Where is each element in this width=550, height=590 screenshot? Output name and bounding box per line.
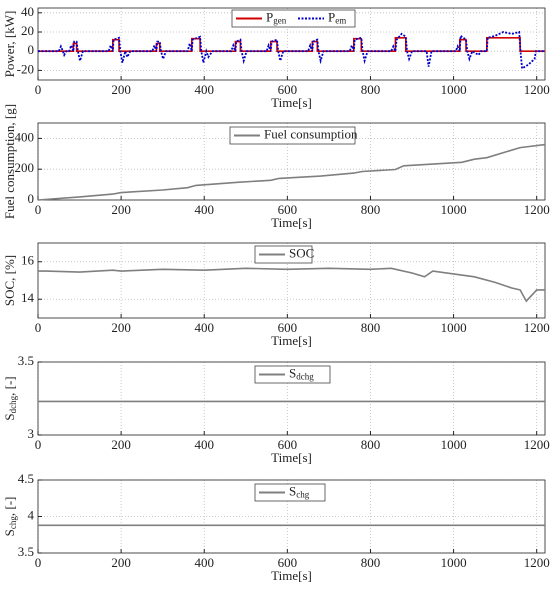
x-tick-label: 1000 bbox=[441, 437, 467, 452]
x-tick-label: 0 bbox=[35, 555, 42, 570]
legend-sub: em bbox=[335, 16, 346, 26]
legend-label: Fuel consumption bbox=[264, 126, 358, 141]
y-label-text: Fuel consumption, [g] bbox=[2, 104, 17, 219]
x-tick-label: 400 bbox=[194, 320, 214, 335]
x-tick-label: 1200 bbox=[524, 555, 550, 570]
x-tick-label: 600 bbox=[278, 202, 298, 217]
legend-text: S bbox=[289, 365, 296, 380]
y-tick-label: 3 bbox=[28, 426, 35, 441]
legend-label: Pgen bbox=[266, 9, 287, 25]
y-tick-label: 4 bbox=[28, 507, 35, 522]
plot-frame bbox=[37, 479, 546, 554]
x-axis-label: Time[s] bbox=[271, 568, 312, 583]
plot-frame bbox=[37, 122, 546, 201]
x-tick-label: 200 bbox=[111, 320, 131, 335]
x-tick-label: 200 bbox=[111, 555, 131, 570]
series-line bbox=[38, 267, 545, 303]
x-axis-label: Time[s] bbox=[271, 95, 312, 110]
y-tick-label: 20 bbox=[21, 23, 34, 38]
x-tick-label: 1000 bbox=[441, 320, 467, 335]
legend-box bbox=[231, 9, 356, 28]
x-tick-label: 600 bbox=[278, 82, 298, 97]
x-tick-label: 0 bbox=[35, 202, 42, 217]
legend-text: SOC bbox=[289, 245, 314, 260]
y-tick-label: 4.5 bbox=[18, 471, 34, 486]
legend-box bbox=[229, 126, 356, 145]
legend-text: P bbox=[328, 9, 335, 24]
y-tick-label: 3.5 bbox=[18, 353, 34, 368]
x-axis-label: Time[s] bbox=[271, 450, 312, 465]
x-tick-label: 1000 bbox=[441, 202, 467, 217]
y-axis-label: Fuel consumption, [g] bbox=[2, 104, 17, 219]
x-tick-label: 800 bbox=[361, 437, 381, 452]
x-tick-label: 1200 bbox=[524, 437, 550, 452]
y-tick-label: 0 bbox=[28, 42, 35, 57]
plot-frame bbox=[37, 242, 546, 319]
x-tick-label: 200 bbox=[111, 82, 131, 97]
legend-sub: gen bbox=[273, 16, 286, 26]
x-tick-label: 800 bbox=[361, 555, 381, 570]
legend-label: Sdchg bbox=[289, 365, 314, 381]
x-tick-label: 1200 bbox=[524, 202, 550, 217]
series-line bbox=[38, 30, 545, 71]
y-label-text: S bbox=[2, 413, 17, 420]
x-tick-label: 0 bbox=[35, 320, 42, 335]
y-axis-label: Power, [kW] bbox=[2, 11, 17, 78]
x-tick-label: 600 bbox=[278, 555, 298, 570]
x-tick-label: 200 bbox=[111, 437, 131, 452]
y-label-rest: , [-] bbox=[2, 497, 17, 517]
y-tick-label: 400 bbox=[15, 129, 35, 144]
plot-frame bbox=[37, 7, 546, 81]
legend-sub: dchg bbox=[296, 372, 314, 382]
x-tick-label: 1000 bbox=[441, 82, 467, 97]
legend-text: P bbox=[266, 9, 273, 24]
y-label-text: S bbox=[2, 529, 17, 536]
x-axis-label: Time[s] bbox=[271, 215, 312, 230]
legend-label: SOC bbox=[289, 245, 314, 260]
legend-box bbox=[254, 365, 331, 384]
y-label-text: SOC, [%] bbox=[2, 255, 17, 306]
y-tick-label: 0 bbox=[28, 191, 35, 206]
x-tick-label: 400 bbox=[194, 437, 214, 452]
y-tick-label: 16 bbox=[21, 253, 35, 268]
legend-box bbox=[254, 483, 326, 502]
legend-sub: chg bbox=[296, 490, 309, 500]
plot-frame bbox=[37, 361, 546, 436]
y-label-sub: chg bbox=[8, 516, 18, 529]
x-tick-label: 1200 bbox=[524, 82, 550, 97]
series-line bbox=[37, 143, 546, 201]
y-tick-label: 200 bbox=[15, 160, 35, 175]
x-tick-label: 600 bbox=[278, 437, 298, 452]
x-tick-label: 600 bbox=[278, 320, 298, 335]
y-label-rest: , [-] bbox=[2, 376, 17, 396]
legend-text: S bbox=[289, 483, 296, 498]
legend-label: Schg bbox=[289, 483, 310, 499]
y-tick-label: 14 bbox=[21, 290, 35, 305]
x-tick-label: 0 bbox=[35, 437, 42, 452]
y-axis-label: Sdchg, [-] bbox=[2, 376, 18, 420]
x-tick-label: 200 bbox=[111, 202, 131, 217]
y-tick-label: 40 bbox=[21, 4, 34, 19]
x-tick-label: 1000 bbox=[441, 555, 467, 570]
y-axis-label: Schg, [-] bbox=[2, 497, 18, 537]
y-label-sub: dchg bbox=[8, 395, 18, 413]
legend-label: Pem bbox=[328, 9, 346, 25]
x-tick-label: 800 bbox=[361, 320, 381, 335]
x-tick-label: 400 bbox=[194, 202, 214, 217]
x-tick-label: 800 bbox=[361, 202, 381, 217]
x-tick-label: 0 bbox=[35, 82, 42, 97]
y-tick-label: 3.5 bbox=[18, 544, 34, 559]
x-axis-label: Time[s] bbox=[271, 333, 312, 348]
y-tick-label: -20 bbox=[17, 61, 34, 76]
y-axis-label: SOC, [%] bbox=[2, 255, 17, 306]
legend-text: Fuel consumption bbox=[264, 126, 358, 141]
x-tick-label: 800 bbox=[361, 82, 381, 97]
y-label-text: Power, [kW] bbox=[2, 11, 17, 78]
x-tick-label: 400 bbox=[194, 82, 214, 97]
x-tick-label: 1200 bbox=[524, 320, 550, 335]
x-tick-label: 400 bbox=[194, 555, 214, 570]
